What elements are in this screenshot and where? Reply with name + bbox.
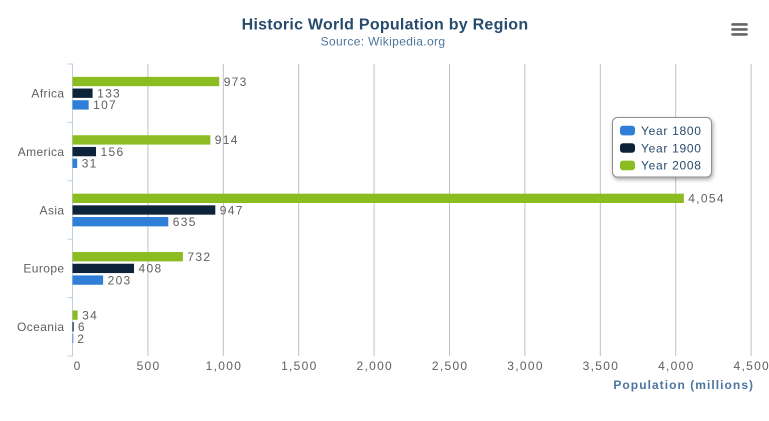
- svg-text:0: 0: [74, 359, 82, 373]
- svg-text:947: 947: [220, 203, 244, 217]
- svg-text:4,000: 4,000: [658, 359, 695, 373]
- svg-text:408: 408: [139, 262, 163, 276]
- svg-text:Year 2008: Year 2008: [641, 159, 702, 173]
- svg-text:4,500: 4,500: [733, 359, 769, 373]
- svg-text:635: 635: [173, 215, 197, 229]
- svg-text:107: 107: [93, 98, 117, 112]
- svg-text:133: 133: [97, 87, 121, 101]
- svg-text:Population (millions): Population (millions): [613, 378, 754, 392]
- svg-text:2,000: 2,000: [356, 359, 393, 373]
- svg-text:732: 732: [187, 250, 211, 264]
- svg-text:Europe: Europe: [23, 262, 64, 276]
- svg-text:America: America: [18, 145, 65, 159]
- svg-text:Source: Wikipedia.org: Source: Wikipedia.org: [321, 34, 446, 48]
- svg-text:500: 500: [137, 359, 161, 373]
- svg-text:Year 1900: Year 1900: [641, 141, 702, 155]
- svg-text:156: 156: [101, 145, 125, 159]
- svg-text:Africa: Africa: [31, 87, 64, 101]
- svg-text:Year 1800: Year 1800: [641, 124, 702, 138]
- svg-text:4,054: 4,054: [688, 192, 725, 206]
- svg-text:Asia: Asia: [40, 203, 65, 217]
- svg-text:1,000: 1,000: [206, 359, 243, 373]
- svg-text:2,500: 2,500: [432, 359, 469, 373]
- svg-text:2: 2: [77, 332, 85, 346]
- svg-text:3,500: 3,500: [583, 359, 620, 373]
- svg-text:Oceania: Oceania: [17, 320, 65, 334]
- svg-text:973: 973: [224, 75, 248, 89]
- svg-text:34: 34: [82, 308, 98, 322]
- svg-text:1,500: 1,500: [281, 359, 318, 373]
- svg-text:Historic World Population by R: Historic World Population by Region: [242, 16, 529, 33]
- svg-text:3,000: 3,000: [507, 359, 544, 373]
- svg-text:203: 203: [108, 273, 132, 287]
- svg-text:914: 914: [215, 133, 239, 147]
- svg-text:31: 31: [82, 157, 98, 171]
- svg-text:6: 6: [78, 320, 86, 334]
